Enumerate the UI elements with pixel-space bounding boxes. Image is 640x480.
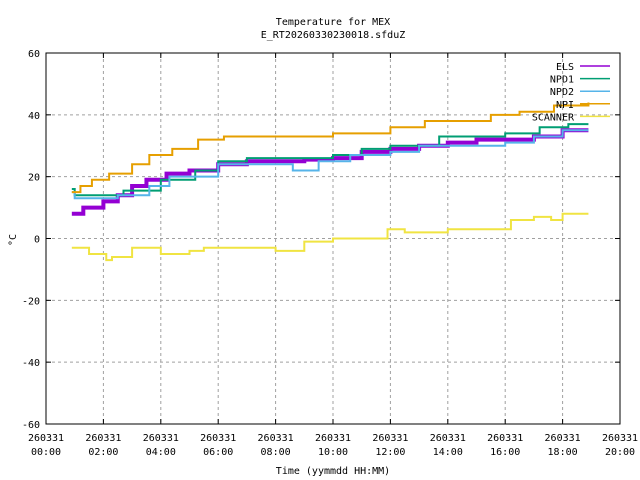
x-tick-label-date: 260331 — [85, 433, 121, 444]
y-tick-label: 40 — [28, 111, 40, 122]
ticks: 260331 00:00 260331 02:00 260331 04:00 260331 0… — [22, 49, 638, 458]
series-line-scanner — [71, 212, 589, 262]
x-tick-label-date: 260331 — [430, 433, 466, 444]
series-line-npi — [71, 102, 590, 194]
x-tick-label-date: 260331 — [28, 433, 64, 444]
x-tick-label-time: 16:00 — [490, 447, 520, 458]
y-tick-label: -40 — [22, 358, 40, 369]
legend-label-npi: NPI — [556, 100, 574, 111]
series-group — [71, 102, 590, 262]
x-tick-label-date: 260331 — [602, 433, 638, 444]
y-tick-label: -20 — [22, 296, 40, 307]
x-tick-label-date: 260331 — [545, 433, 581, 444]
x-tick-label-time: 08:00 — [261, 447, 291, 458]
y-tick-label: -60 — [22, 420, 40, 431]
chart-title: Temperature for MEX — [276, 17, 390, 28]
x-tick-label-date: 260331 — [258, 433, 294, 444]
x-tick-label-time: 00:00 — [31, 447, 61, 458]
series-line-npd2 — [71, 129, 589, 200]
y-tick-label: 20 — [28, 173, 40, 184]
x-tick-label-date: 260331 — [315, 433, 351, 444]
x-tick-label-time: 20:00 — [605, 447, 635, 458]
y-tick-label: 60 — [28, 49, 40, 60]
x-tick-label-time: 10:00 — [318, 447, 348, 458]
series-line-npd1 — [71, 123, 589, 197]
x-tick-label-date: 260331 — [143, 433, 179, 444]
y-tick-label: 0 — [34, 235, 40, 246]
x-axis-label: Time (yymmdd HH:MM) — [276, 466, 390, 477]
legend-label-npd1: NPD1 — [550, 75, 574, 86]
x-tick-label-time: 18:00 — [548, 447, 578, 458]
x-tick-label-date: 260331 — [200, 433, 236, 444]
y-axis-label: °C — [8, 234, 19, 246]
legend-label-scanner: SCANNER — [532, 112, 575, 123]
x-tick-label-time: 06:00 — [203, 447, 233, 458]
x-tick-label-time: 04:00 — [146, 447, 176, 458]
x-tick-label-time: 14:00 — [433, 447, 463, 458]
legend-label-npd2: NPD2 — [550, 87, 574, 98]
x-tick-label-time: 12:00 — [375, 447, 405, 458]
x-tick-label-time: 02:00 — [88, 447, 118, 458]
chart-subtitle: E_RT20260330230018.sfduZ — [261, 30, 406, 41]
x-tick-label-date: 260331 — [487, 433, 523, 444]
legend-label-els: ELS — [556, 62, 574, 73]
x-tick-label-date: 260331 — [372, 433, 408, 444]
